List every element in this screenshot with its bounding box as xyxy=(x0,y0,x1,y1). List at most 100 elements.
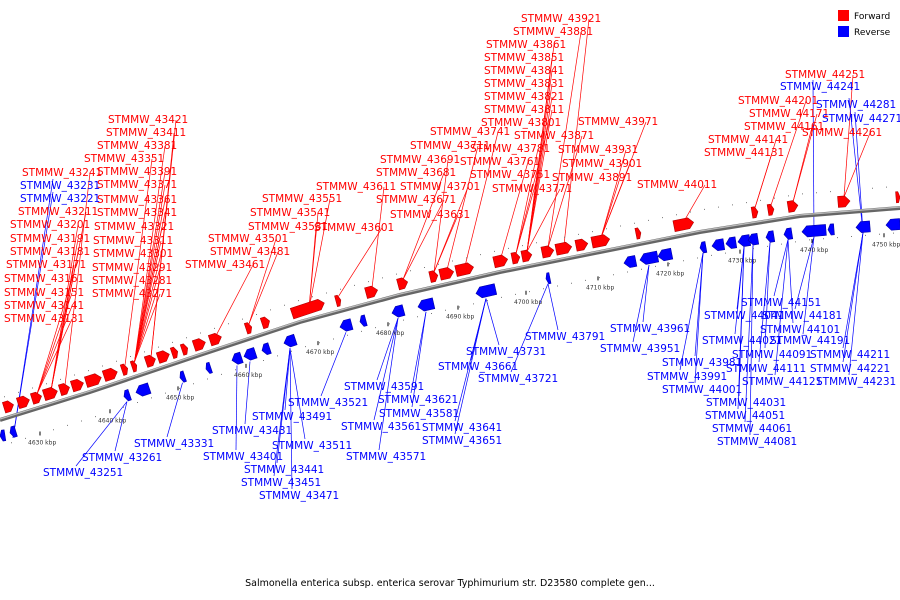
reverse-gene-label[interactable]: STMMW_44231 xyxy=(816,376,896,388)
forward-gene-label[interactable]: STMMW_43891 xyxy=(552,172,632,184)
reverse-gene[interactable] xyxy=(765,230,776,243)
forward-gene[interactable] xyxy=(837,195,851,208)
reverse-gene[interactable] xyxy=(230,351,244,366)
forward-gene[interactable] xyxy=(101,367,119,382)
reverse-gene[interactable] xyxy=(0,429,7,442)
reverse-gene-label[interactable]: STMMW_43331 xyxy=(134,438,214,450)
forward-gene-label[interactable]: STMMW_43611 xyxy=(316,181,396,193)
forward-gene[interactable] xyxy=(334,294,343,307)
forward-gene[interactable] xyxy=(243,322,253,335)
forward-gene-label[interactable]: STMMW_44011 xyxy=(637,179,717,191)
forward-gene-label[interactable]: STMMW_43701 xyxy=(400,181,480,193)
forward-gene-label[interactable]: STMMW_43351 xyxy=(84,153,164,165)
forward-gene-label[interactable]: STMMW_44141 xyxy=(708,134,788,146)
forward-gene-label[interactable]: STMMW_43181 xyxy=(10,246,90,258)
forward-gene-label[interactable]: STMMW_44201 xyxy=(738,95,818,107)
forward-gene-label[interactable]: STMMW_43381 xyxy=(97,140,177,152)
reverse-gene[interactable] xyxy=(475,283,498,299)
forward-gene[interactable] xyxy=(520,249,533,263)
forward-gene[interactable] xyxy=(69,378,85,393)
reverse-gene[interactable] xyxy=(282,333,298,348)
forward-gene-label[interactable]: STMMW_43131 xyxy=(4,313,84,325)
reverse-gene-label[interactable]: STMMW_43581 xyxy=(379,408,459,420)
reverse-gene[interactable] xyxy=(801,224,827,238)
forward-gene[interactable] xyxy=(766,203,775,216)
reverse-gene-label[interactable]: STMMW_43261 xyxy=(82,452,162,464)
reverse-gene[interactable] xyxy=(134,382,152,398)
reverse-gene-label[interactable]: STMMW_44081 xyxy=(717,436,797,448)
forward-gene[interactable] xyxy=(454,262,475,277)
forward-gene-label[interactable]: STMMW_44251 xyxy=(785,69,865,81)
forward-gene-label[interactable]: STMMW_43931 xyxy=(558,144,638,156)
forward-gene-label[interactable]: STMMW_43551 xyxy=(262,193,342,205)
reverse-gene[interactable] xyxy=(885,218,900,231)
forward-gene-label[interactable]: STMMW_43361 xyxy=(97,194,177,206)
forward-gene-label[interactable]: STMMW_43821 xyxy=(484,91,564,103)
forward-gene[interactable] xyxy=(289,298,326,320)
reverse-gene-label[interactable]: STMMW_43561 xyxy=(341,421,421,433)
reverse-gene[interactable] xyxy=(855,220,871,233)
reverse-gene-label[interactable]: STMMW_43791 xyxy=(525,331,605,343)
reverse-gene-label[interactable]: STMMW_43591 xyxy=(344,381,424,393)
reverse-gene[interactable] xyxy=(657,247,674,262)
forward-gene[interactable] xyxy=(169,346,179,360)
forward-gene-label[interactable]: STMMW_43851 xyxy=(484,52,564,64)
forward-gene-label[interactable]: STMMW_43191 xyxy=(10,233,90,245)
forward-gene-label[interactable]: STMMW_43171 xyxy=(6,259,86,271)
reverse-gene-label[interactable]: STMMW_43451 xyxy=(241,477,321,489)
forward-gene[interactable] xyxy=(895,191,900,204)
forward-gene-label[interactable]: STMMW_43141 xyxy=(4,300,84,312)
reverse-gene[interactable] xyxy=(725,236,738,249)
reverse-gene-label[interactable]: STMMW_43231 xyxy=(20,180,100,192)
forward-gene[interactable] xyxy=(179,343,189,356)
reverse-gene[interactable] xyxy=(359,314,368,327)
forward-gene-label[interactable]: STMMW_43531 xyxy=(248,221,328,233)
forward-gene-label[interactable]: STMMW_43841 xyxy=(484,65,564,77)
forward-gene[interactable] xyxy=(492,254,509,269)
forward-gene-label[interactable]: STMMW_43971 xyxy=(578,116,658,128)
forward-gene-label[interactable]: STMMW_43541 xyxy=(250,207,330,219)
reverse-gene[interactable] xyxy=(8,425,18,438)
reverse-gene-label[interactable]: STMMW_44041 xyxy=(704,310,784,322)
reverse-gene[interactable] xyxy=(391,304,406,319)
reverse-gene-label[interactable]: STMMW_44001 xyxy=(662,384,742,396)
forward-gene-label[interactable]: STMMW_43201 xyxy=(10,219,90,231)
forward-gene[interactable] xyxy=(259,316,271,330)
forward-gene-label[interactable]: STMMW_44261 xyxy=(802,127,882,139)
reverse-gene-label[interactable]: STMMW_43981 xyxy=(662,357,742,369)
reverse-gene-label[interactable]: STMMW_44021 xyxy=(702,335,782,347)
reverse-gene-label[interactable]: STMMW_43251 xyxy=(43,467,123,479)
forward-gene-label[interactable]: STMMW_43601 xyxy=(314,222,394,234)
reverse-gene[interactable] xyxy=(204,361,213,374)
forward-gene-label[interactable]: STMMW_43921 xyxy=(521,13,601,25)
reverse-gene-label[interactable]: STMMW_43571 xyxy=(346,451,426,463)
reverse-gene-label[interactable]: STMMW_44101 xyxy=(760,324,840,336)
forward-gene-label[interactable]: STMMW_43311 xyxy=(93,235,173,247)
forward-gene-label[interactable]: STMMW_44171 xyxy=(749,108,829,120)
forward-gene-label[interactable]: STMMW_43291 xyxy=(92,262,172,274)
reverse-gene-label[interactable]: STMMW_44281 xyxy=(816,99,896,111)
reverse-gene-label[interactable]: STMMW_43221 xyxy=(20,193,100,205)
reverse-gene-label[interactable]: STMMW_44121 xyxy=(742,376,822,388)
reverse-gene-label[interactable]: STMMW_43641 xyxy=(422,422,502,434)
reverse-gene-label[interactable]: STMMW_43431 xyxy=(212,425,292,437)
forward-gene-label[interactable]: STMMW_43371 xyxy=(97,179,177,191)
forward-gene-label[interactable]: STMMW_43861 xyxy=(486,39,566,51)
reverse-gene-label[interactable]: STMMW_43511 xyxy=(272,440,352,452)
forward-gene-label[interactable]: STMMW_43831 xyxy=(484,78,564,90)
forward-gene-label[interactable]: STMMW_43391 xyxy=(97,166,177,178)
reverse-gene[interactable] xyxy=(737,234,752,248)
forward-gene[interactable] xyxy=(438,266,455,281)
reverse-gene-label[interactable]: STMMW_44111 xyxy=(726,363,806,375)
reverse-gene-label[interactable]: STMMW_44051 xyxy=(705,410,785,422)
reverse-gene-label[interactable]: STMMW_44271 xyxy=(822,113,900,125)
reverse-gene[interactable] xyxy=(747,232,760,246)
forward-gene-label[interactable]: STMMW_43681 xyxy=(376,167,456,179)
forward-gene-label[interactable]: STMMW_43871 xyxy=(514,130,594,142)
forward-gene-label[interactable]: STMMW_43501 xyxy=(208,233,288,245)
forward-gene-label[interactable]: STMMW_44161 xyxy=(744,121,824,133)
forward-gene-label[interactable]: STMMW_44131 xyxy=(704,147,784,159)
forward-gene[interactable] xyxy=(191,337,207,352)
reverse-gene[interactable] xyxy=(711,238,726,252)
reverse-gene-label[interactable]: STMMW_43441 xyxy=(244,464,324,476)
